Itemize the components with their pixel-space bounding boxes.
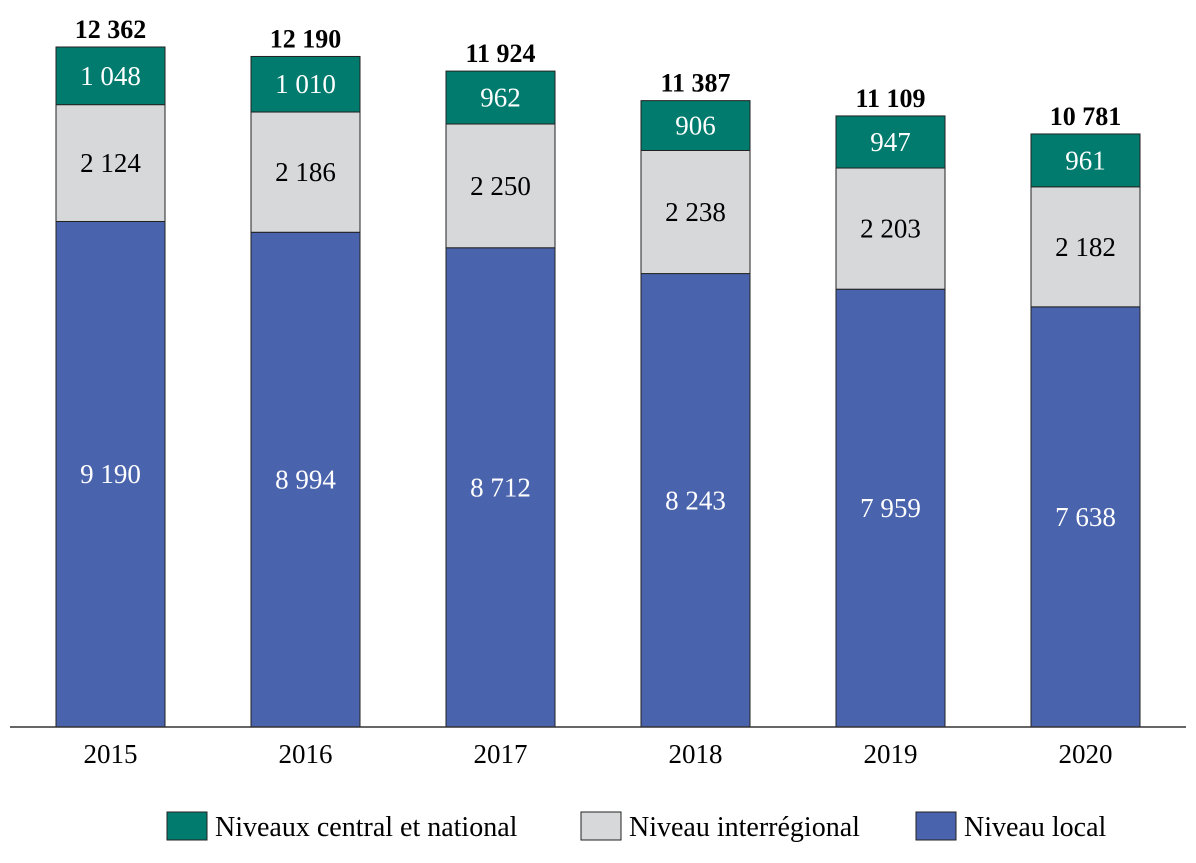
total-label: 11 109: [855, 84, 925, 113]
x-tick-label: 2016: [279, 739, 333, 769]
data-label: 2 250: [470, 171, 531, 201]
data-label: 961: [1065, 145, 1106, 175]
legend-swatch: [915, 811, 957, 841]
data-label: 8 712: [470, 472, 531, 502]
x-tick-label: 2019: [864, 739, 918, 769]
total-label: 12 190: [270, 24, 342, 53]
data-label: 7 638: [1055, 502, 1116, 532]
bar-segment-2019-0: [835, 288, 946, 728]
bar-segment-2019-2: [835, 115, 946, 169]
total-label: 11 924: [465, 39, 535, 68]
data-label: 2 124: [80, 148, 141, 178]
data-label: 9 190: [80, 459, 141, 489]
bar-segment-2015-1: [55, 104, 166, 222]
bars-layer: 9 190 2 124 1 048 8 994 2 186 1 010 8 712 2 250…: [55, 46, 1141, 728]
data-label: 1 010: [275, 69, 336, 99]
x-tick-label: 2017: [474, 739, 528, 769]
bar-segment-2017-2: [445, 70, 556, 125]
bar-segment-2020-2: [1030, 133, 1141, 188]
x-tick-label: 2018: [669, 739, 723, 769]
total-label: 11 387: [660, 69, 730, 98]
bar-segment-2020-1: [1030, 186, 1141, 308]
legend-swatch: [580, 811, 622, 841]
legend: Niveaux central et national Niveau interr…: [166, 811, 1106, 843]
data-label: 2 186: [275, 157, 336, 187]
legend-label: Niveau local: [964, 812, 1106, 843]
bar-segment-2018-1: [640, 149, 751, 275]
bar-segment-2016-0: [250, 231, 361, 728]
data-label: 2 203: [860, 214, 921, 244]
bar-segment-2016-2: [250, 55, 361, 113]
bar-segment-2018-0: [640, 273, 751, 728]
legend-label: Niveau interrégional: [629, 812, 860, 843]
bar-segment-2018-2: [640, 100, 751, 151]
data-label: 962: [480, 83, 521, 113]
total-label: 12 362: [75, 15, 147, 44]
total-label: 10 781: [1050, 102, 1122, 131]
legend-swatch: [166, 811, 208, 841]
data-label: 2 182: [1055, 232, 1116, 262]
data-label: 947: [870, 127, 911, 157]
bar-segment-2020-0: [1030, 306, 1141, 728]
data-label: 2 238: [665, 197, 726, 227]
data-label: 1 048: [80, 61, 141, 91]
x-tick-label: 2015: [84, 739, 138, 769]
data-label: 8 243: [665, 485, 726, 515]
bar-segment-2017-1: [445, 123, 556, 249]
bar-segment-2016-1: [250, 111, 361, 233]
total-labels: 12 362 12 190 11 924 11 387 11 109 10 781: [75, 15, 1122, 131]
bar-segment-2015-2: [55, 46, 166, 106]
x-tick-label: 2020: [1059, 739, 1113, 769]
data-label: 8 994: [275, 465, 336, 495]
bar-segment-2015-0: [55, 220, 166, 728]
legend-label: Niveaux central et national: [215, 812, 518, 843]
data-label: 906: [675, 111, 716, 141]
x-tick-labels: 2015 2016 2017 2018 2019 2020: [84, 739, 1113, 769]
bar-segment-2017-0: [445, 247, 556, 728]
data-label: 7 959: [860, 493, 921, 523]
